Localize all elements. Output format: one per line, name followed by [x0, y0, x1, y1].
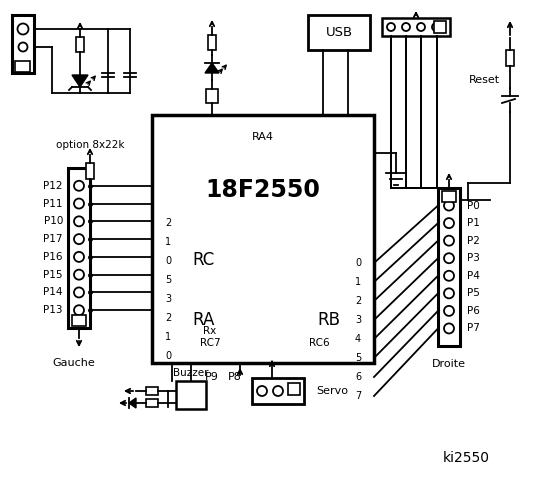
- Text: P1: P1: [467, 218, 480, 228]
- Text: RA: RA: [193, 311, 215, 329]
- Text: 5: 5: [355, 353, 361, 363]
- Bar: [176, 381, 206, 409]
- Text: P16: P16: [44, 252, 63, 262]
- Bar: [442, 191, 456, 202]
- Text: RC6: RC6: [309, 338, 330, 348]
- Bar: [68, 168, 90, 328]
- Text: P17: P17: [44, 234, 63, 244]
- Text: USB: USB: [325, 25, 353, 38]
- Text: P13: P13: [44, 305, 63, 315]
- Text: 1: 1: [165, 332, 171, 342]
- Text: Droite: Droite: [432, 359, 466, 369]
- Bar: [76, 37, 84, 52]
- Polygon shape: [72, 75, 88, 87]
- Bar: [308, 15, 370, 50]
- Text: 0: 0: [165, 351, 171, 361]
- Text: P12: P12: [44, 181, 63, 191]
- Bar: [152, 115, 374, 363]
- Text: 0: 0: [355, 258, 361, 268]
- Bar: [288, 383, 300, 395]
- Text: Rx: Rx: [204, 326, 217, 336]
- Text: 2: 2: [165, 218, 171, 228]
- Bar: [434, 21, 446, 33]
- Text: 3: 3: [165, 294, 171, 304]
- Bar: [12, 15, 34, 73]
- Bar: [438, 188, 460, 346]
- Bar: [252, 378, 304, 404]
- Polygon shape: [129, 398, 136, 408]
- Bar: [15, 61, 30, 72]
- Text: Servo: Servo: [316, 386, 348, 396]
- Text: P4: P4: [467, 271, 480, 281]
- Text: Buzzer: Buzzer: [173, 368, 208, 378]
- Text: P3: P3: [467, 253, 480, 263]
- Bar: [146, 387, 158, 395]
- Text: P5: P5: [467, 288, 480, 299]
- Text: P10: P10: [44, 216, 63, 227]
- Bar: [208, 35, 216, 50]
- Text: P9: P9: [205, 372, 219, 382]
- Bar: [506, 50, 514, 66]
- Text: 6: 6: [355, 372, 361, 382]
- Text: P0: P0: [467, 201, 480, 211]
- Bar: [382, 18, 450, 36]
- Text: 18F2550: 18F2550: [206, 178, 320, 202]
- Bar: [86, 163, 94, 179]
- Text: 3: 3: [355, 315, 361, 325]
- Bar: [206, 89, 218, 103]
- Text: P8: P8: [228, 372, 242, 382]
- Text: P6: P6: [467, 306, 480, 316]
- Text: RC7: RC7: [200, 338, 220, 348]
- Text: Reset: Reset: [469, 75, 500, 85]
- Text: P15: P15: [44, 270, 63, 280]
- Text: 5: 5: [165, 275, 171, 285]
- Text: RC: RC: [193, 251, 215, 269]
- Text: 7: 7: [355, 391, 361, 401]
- Text: P11: P11: [44, 199, 63, 208]
- Polygon shape: [205, 63, 219, 73]
- Text: RB: RB: [317, 311, 341, 329]
- Text: 4: 4: [355, 334, 361, 344]
- Text: ki2550: ki2550: [443, 451, 490, 465]
- Text: RA4: RA4: [252, 132, 274, 142]
- Text: 1: 1: [355, 277, 361, 287]
- Bar: [146, 399, 158, 407]
- Text: 0: 0: [165, 256, 171, 266]
- Text: 2: 2: [355, 296, 361, 306]
- Text: 1: 1: [165, 237, 171, 247]
- Text: option 8x22k: option 8x22k: [56, 140, 124, 150]
- Text: 2: 2: [165, 313, 171, 323]
- Bar: [72, 315, 86, 326]
- Text: P2: P2: [467, 236, 480, 246]
- Text: P7: P7: [467, 324, 480, 334]
- Text: P14: P14: [44, 288, 63, 298]
- Text: Gauche: Gauche: [53, 358, 95, 368]
